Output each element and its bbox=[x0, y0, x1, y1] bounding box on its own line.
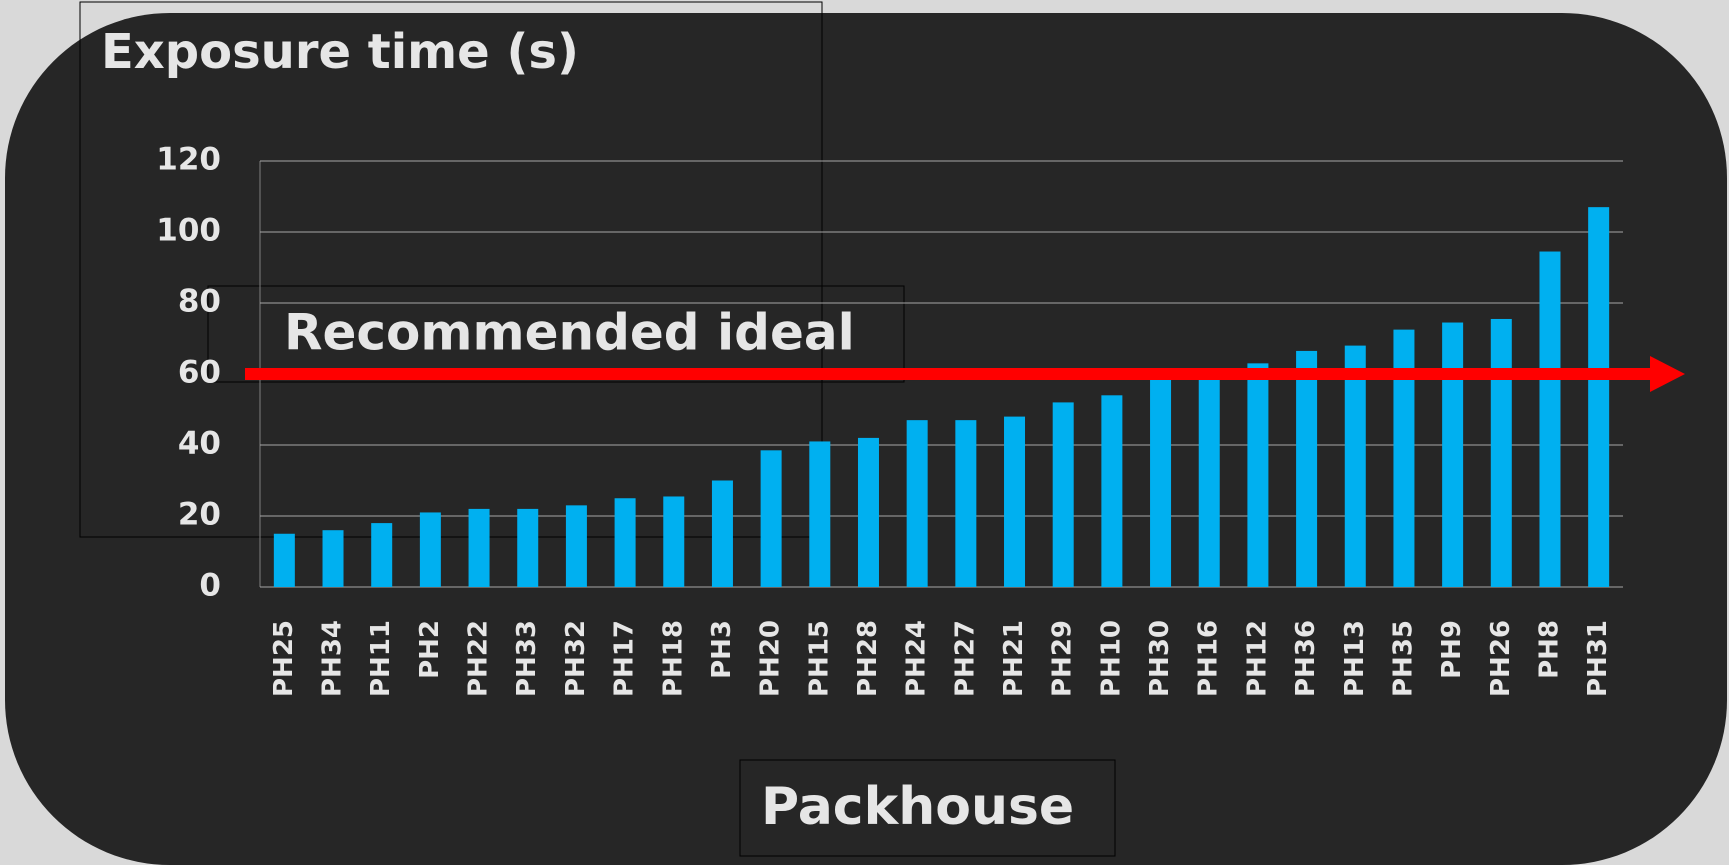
x-tick-label: PH33 bbox=[512, 620, 542, 697]
bar bbox=[614, 498, 636, 587]
bar bbox=[517, 508, 539, 587]
x-tick-label: PH15 bbox=[804, 620, 834, 697]
x-tick-label: PH26 bbox=[1486, 620, 1516, 697]
x-tick-label: PH8 bbox=[1534, 620, 1564, 679]
y-tick-label: 80 bbox=[178, 284, 221, 320]
bar bbox=[419, 512, 441, 587]
arrow-head bbox=[1650, 356, 1685, 392]
x-tick-label: PH28 bbox=[853, 620, 883, 697]
bar bbox=[1150, 379, 1172, 587]
bar bbox=[1344, 345, 1366, 587]
bar bbox=[857, 437, 879, 587]
bar bbox=[1247, 363, 1269, 587]
x-tick-label: PH12 bbox=[1242, 620, 1272, 697]
chart-title: Exposure time (s) bbox=[101, 24, 579, 80]
y-tick-label: 0 bbox=[199, 568, 221, 604]
bar bbox=[955, 420, 977, 587]
x-tick-label: PH30 bbox=[1145, 620, 1175, 697]
y-tick-label: 20 bbox=[178, 497, 221, 533]
bar bbox=[1052, 402, 1074, 587]
y-tick-label: 60 bbox=[178, 355, 221, 391]
y-tick-label: 100 bbox=[156, 213, 221, 249]
bar bbox=[1539, 251, 1561, 587]
bar bbox=[1004, 416, 1026, 587]
bar bbox=[663, 496, 685, 587]
x-tick-label: PH13 bbox=[1340, 620, 1370, 697]
x-tick-label: PH11 bbox=[366, 620, 396, 697]
x-tick-label: PH16 bbox=[1194, 620, 1224, 697]
y-tick-label: 40 bbox=[178, 426, 221, 462]
frame bbox=[79, 1, 823, 538]
x-tick-label: PH27 bbox=[950, 620, 980, 697]
bar bbox=[1198, 377, 1220, 587]
x-tick-label: PH32 bbox=[561, 620, 591, 697]
bar bbox=[468, 508, 490, 587]
bar bbox=[273, 533, 295, 587]
bar bbox=[565, 505, 587, 587]
x-tick-label: PH3 bbox=[707, 620, 737, 679]
bar bbox=[322, 530, 344, 587]
x-tick-label: PH24 bbox=[902, 620, 932, 697]
x-tick-label: PH25 bbox=[269, 620, 299, 697]
x-tick-label: PH10 bbox=[1096, 620, 1126, 697]
bar bbox=[711, 480, 733, 587]
x-tick-label: PH31 bbox=[1583, 620, 1613, 697]
x-axis-title: Packhouse bbox=[761, 777, 1074, 837]
x-tick-label: PH2 bbox=[415, 620, 445, 679]
bar bbox=[1101, 395, 1123, 587]
y-tick-label: 120 bbox=[156, 142, 221, 178]
bar bbox=[760, 450, 782, 587]
bar bbox=[1393, 329, 1415, 587]
x-tick-label: PH17 bbox=[610, 620, 640, 697]
x-tick-label: PH34 bbox=[318, 620, 348, 697]
bar bbox=[371, 523, 393, 587]
bar bbox=[1490, 318, 1512, 587]
frame bbox=[207, 285, 905, 383]
bar bbox=[809, 441, 831, 587]
frame bbox=[739, 759, 1116, 857]
x-tick-label: PH22 bbox=[464, 620, 494, 697]
bar bbox=[1588, 207, 1610, 587]
x-tick-label: PH9 bbox=[1437, 620, 1467, 679]
x-tick-label: PH21 bbox=[999, 620, 1029, 697]
annotation: Recommended ideal bbox=[284, 304, 855, 362]
x-tick-label: PH20 bbox=[756, 620, 786, 697]
x-tick-label: PH29 bbox=[1048, 620, 1078, 697]
x-tick-label: PH18 bbox=[658, 620, 688, 697]
x-tick-label: PH35 bbox=[1388, 620, 1418, 697]
bar bbox=[1296, 350, 1318, 587]
bar bbox=[1442, 322, 1464, 587]
x-tick-label: PH36 bbox=[1291, 620, 1321, 697]
bar bbox=[906, 420, 928, 587]
